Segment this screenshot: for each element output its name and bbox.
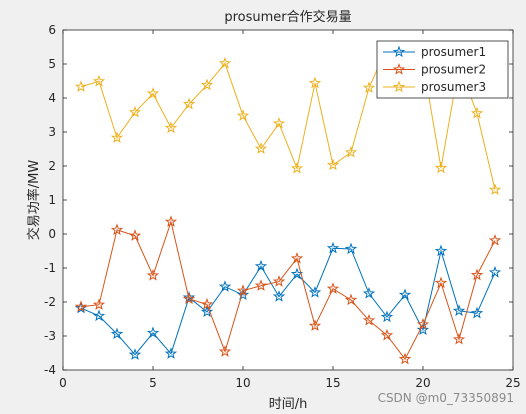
data-point-prosumer3 xyxy=(344,145,358,158)
y-tick-label: 5 xyxy=(48,57,56,71)
data-point-prosumer3 xyxy=(92,74,106,87)
watermark-text: CSDN @m0_73350891 xyxy=(378,391,514,405)
data-point-prosumer3 xyxy=(128,105,142,118)
data-point-prosumer1 xyxy=(470,306,484,319)
data-point-prosumer1 xyxy=(128,348,142,360)
data-point-prosumer3 xyxy=(272,117,286,129)
data-point-prosumer2 xyxy=(308,319,322,331)
data-point-prosumer3 xyxy=(488,183,502,195)
data-point-prosumer2 xyxy=(128,229,142,241)
chart-title: prosumer合作交易量 xyxy=(224,9,351,25)
data-point-prosumer2 xyxy=(488,234,502,246)
data-point-prosumer2 xyxy=(434,276,448,289)
data-point-prosumer2 xyxy=(74,300,88,312)
data-point-prosumer1 xyxy=(146,326,160,339)
data-point-prosumer3 xyxy=(362,81,376,93)
data-point-prosumer2 xyxy=(236,284,250,296)
data-point-prosumer1 xyxy=(380,310,394,323)
data-point-prosumer3 xyxy=(236,109,250,121)
data-point-prosumer3 xyxy=(146,87,160,99)
legend-marker-prosumer1 xyxy=(392,45,406,58)
y-tick-label: -2 xyxy=(44,295,56,309)
data-point-prosumer2 xyxy=(182,292,196,305)
data-point-prosumer3 xyxy=(200,78,214,91)
series-line-prosumer2 xyxy=(80,219,496,361)
series-prosumer2 xyxy=(74,215,502,365)
data-point-prosumer1 xyxy=(344,242,358,255)
data-point-prosumer1 xyxy=(308,286,322,298)
y-tick-label: 1 xyxy=(48,193,56,207)
data-point-prosumer1 xyxy=(398,288,412,301)
data-point-prosumer1 xyxy=(164,347,178,359)
data-point-prosumer2 xyxy=(164,215,178,227)
x-tick-label: 15 xyxy=(325,376,340,390)
legend-label-prosumer1: prosumer1 xyxy=(421,45,486,59)
x-tick-label: 0 xyxy=(59,376,67,390)
data-point-prosumer3 xyxy=(290,161,304,174)
x-tick-label: 20 xyxy=(415,376,430,390)
data-point-prosumer1 xyxy=(200,305,214,318)
x-tick-label: 10 xyxy=(235,376,250,390)
y-tick-label: 2 xyxy=(48,159,56,173)
data-point-prosumer1 xyxy=(434,244,448,257)
data-point-prosumer3 xyxy=(110,131,124,143)
y-tick-label: -3 xyxy=(44,329,56,343)
x-axis-label: 时间/h xyxy=(269,397,308,412)
legend: prosumer1 prosumer2 prosumer3 xyxy=(376,40,509,99)
data-point-prosumer3 xyxy=(470,106,484,119)
data-point-prosumer2 xyxy=(290,252,304,264)
data-point-prosumer1 xyxy=(236,288,250,301)
data-point-prosumer2 xyxy=(254,279,268,291)
data-point-prosumer2 xyxy=(146,269,160,281)
data-point-prosumer2 xyxy=(416,317,430,330)
legend-marker-prosumer2 xyxy=(392,63,406,75)
data-point-prosumer2 xyxy=(344,293,358,306)
data-point-prosumer3 xyxy=(218,56,232,69)
data-point-prosumer1 xyxy=(416,323,430,336)
data-point-prosumer3 xyxy=(254,142,268,154)
data-point-prosumer1 xyxy=(92,309,106,322)
data-point-prosumer1 xyxy=(182,291,196,303)
data-point-prosumer2 xyxy=(200,297,214,310)
y-tick-label: 4 xyxy=(48,91,56,105)
data-point-prosumer2 xyxy=(92,298,106,310)
y-tick-label: 3 xyxy=(48,125,56,139)
data-point-prosumer3 xyxy=(74,80,88,92)
data-point-prosumer1 xyxy=(488,265,502,278)
data-point-prosumer1 xyxy=(362,287,376,299)
data-point-prosumer1 xyxy=(218,280,232,292)
data-point-prosumer1 xyxy=(254,259,268,272)
y-tick-label: 6 xyxy=(48,23,56,37)
data-point-prosumer1 xyxy=(326,241,340,254)
data-point-prosumer3 xyxy=(164,121,178,134)
data-point-prosumer1 xyxy=(452,304,466,317)
y-tick-label: 0 xyxy=(48,227,56,241)
x-tick-label: 5 xyxy=(149,376,157,390)
y-axis-ticks: -4 -3 -2 -1 0 1 2 3 4 5 6 xyxy=(44,23,513,377)
data-point-prosumer2 xyxy=(380,328,394,341)
y-tick-label: -1 xyxy=(44,261,56,275)
y-tick-label: -4 xyxy=(44,363,56,377)
data-point-prosumer2 xyxy=(110,223,124,236)
data-point-prosumer2 xyxy=(452,332,466,345)
y-axis-label: 交易功率/MW xyxy=(26,160,42,241)
legend-marker-prosumer3 xyxy=(392,80,406,93)
data-point-prosumer3 xyxy=(182,97,196,110)
data-point-prosumer2 xyxy=(362,313,376,326)
data-point-prosumer2 xyxy=(326,282,340,294)
data-point-prosumer2 xyxy=(398,352,412,365)
data-point-prosumer3 xyxy=(434,161,448,174)
legend-label-prosumer2: prosumer2 xyxy=(421,63,486,77)
data-point-prosumer2 xyxy=(272,275,286,287)
data-point-prosumer3 xyxy=(308,76,322,89)
data-point-prosumer2 xyxy=(470,268,484,281)
data-point-prosumer3 xyxy=(326,158,340,171)
legend-label-prosumer3: prosumer3 xyxy=(421,80,486,94)
data-point-prosumer1 xyxy=(272,290,286,302)
x-tick-label: 25 xyxy=(505,376,520,390)
data-point-prosumer2 xyxy=(218,345,232,357)
data-point-prosumer1 xyxy=(110,327,124,340)
plot-frame xyxy=(62,29,514,371)
